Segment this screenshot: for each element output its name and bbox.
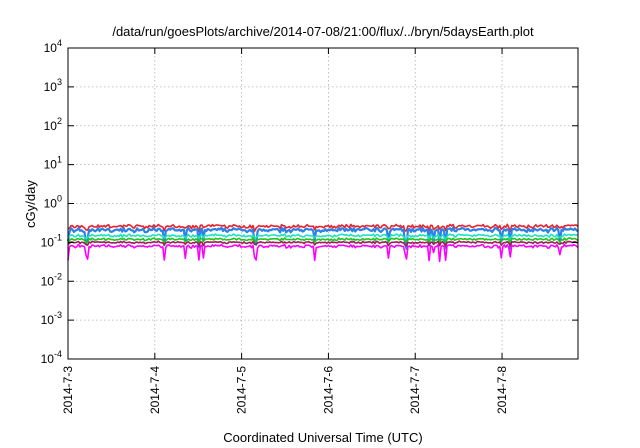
series-line-0 — [67, 223, 579, 233]
x-tick-label: 2014-7-3 — [61, 366, 75, 414]
y-tick-label: 102 — [44, 116, 62, 133]
series-line-1 — [66, 226, 579, 250]
grid-lines — [68, 48, 578, 359]
x-tick-label: 2014-7-4 — [148, 366, 162, 414]
y-tick-label: 101 — [44, 155, 62, 172]
y-tick-label: 10-2 — [41, 271, 62, 288]
series-line-3 — [67, 237, 579, 244]
y-tick-label: 104 — [44, 38, 62, 55]
y-tick-label: 100 — [44, 194, 62, 211]
x-tick-label: 2014-7-7 — [408, 366, 422, 414]
y-tick-label: 103 — [44, 77, 62, 94]
series-line-2 — [67, 233, 579, 242]
data-series — [66, 223, 579, 263]
x-axis-label: Coordinated Universal Time (UTC) — [223, 430, 422, 445]
x-tick-label: 2014-7-6 — [321, 366, 335, 414]
y-axis-label: cGy/day — [23, 180, 38, 228]
y-tick-label: 10-3 — [41, 310, 62, 327]
chart-title: /data/run/goesPlots/archive/2014-07-08/2… — [112, 24, 534, 39]
y-tick-label: 10-4 — [41, 349, 62, 366]
x-tick-label: 2014-7-8 — [495, 366, 509, 414]
y-tick-label: 10-1 — [41, 232, 62, 249]
series-line-5 — [67, 243, 579, 263]
x-tick-label: 2014-7-5 — [235, 366, 249, 414]
series-line-4 — [67, 240, 579, 247]
